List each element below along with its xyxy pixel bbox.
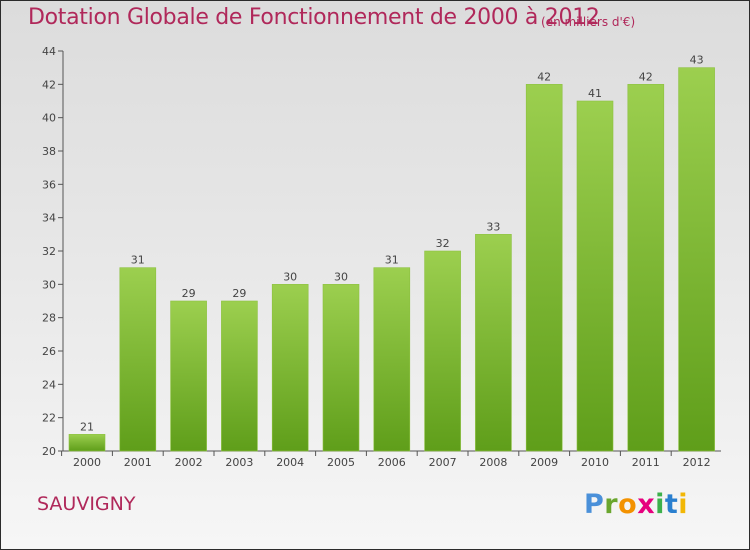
- bar: [424, 250, 461, 452]
- x-tick-label: 2012: [683, 456, 711, 469]
- x-tick-label: 2002: [175, 456, 203, 469]
- bar: [271, 284, 309, 452]
- bar: [576, 100, 614, 452]
- data-label: 31: [385, 254, 399, 267]
- proxiti-logo[interactable]: Proxiti: [584, 489, 689, 520]
- y-tick-label: 44: [42, 45, 56, 58]
- data-label: 29: [232, 287, 246, 300]
- data-label: 33: [486, 220, 500, 233]
- x-tick-label: 2007: [429, 456, 457, 469]
- bar: [627, 84, 665, 452]
- x-tick-label: 2011: [632, 456, 660, 469]
- data-label: 41: [588, 87, 602, 100]
- labels: 21 2000 31 2001 29 2002 29 2003 30 2004 30 2005 31 20…: [73, 54, 711, 469]
- y-tick-label: 36: [42, 178, 56, 191]
- data-label: 31: [131, 254, 145, 267]
- bar: [678, 67, 715, 452]
- bar: [373, 267, 411, 452]
- place-name: SAUVIGNY: [37, 493, 136, 515]
- bar: [119, 267, 157, 452]
- chart-subtitle: (en milliers d'€): [541, 15, 636, 29]
- y-tick-label: 38: [42, 145, 56, 158]
- x-tick-label: 2001: [124, 456, 152, 469]
- chart-title: Dotation Globale de Fonctionnement de 20…: [28, 5, 600, 30]
- data-label: 42: [639, 70, 653, 83]
- x-tick-label: 2009: [530, 456, 558, 469]
- bars: [68, 67, 715, 452]
- bar: [221, 300, 258, 452]
- x-tick-label: 2003: [225, 456, 253, 469]
- y-tick-label: 22: [42, 412, 56, 425]
- axes: 20 22 24 26 28 30 32 34 36 38 40 42 44: [42, 45, 721, 458]
- data-label: 32: [436, 237, 450, 250]
- y-tick-label: 34: [42, 212, 56, 225]
- x-tick-label: 2008: [479, 456, 507, 469]
- bar: [525, 84, 563, 452]
- y-tick-label: 26: [42, 345, 56, 358]
- y-tick-label: 42: [42, 78, 56, 91]
- x-tick-label: 2010: [581, 456, 609, 469]
- y-tick-label: 40: [42, 112, 56, 125]
- y-tick-label: 24: [42, 378, 56, 391]
- x-tick-label: 2000: [73, 456, 101, 469]
- data-label: 42: [537, 70, 551, 83]
- data-label: 30: [283, 270, 297, 283]
- data-label: 30: [334, 270, 348, 283]
- bar: [170, 300, 207, 452]
- y-tick-label: 28: [42, 312, 56, 325]
- data-label: 29: [182, 287, 196, 300]
- bar: [68, 434, 106, 452]
- x-tick-label: 2004: [276, 456, 304, 469]
- y-tick-label: 32: [42, 245, 56, 258]
- x-tick-label: 2006: [378, 456, 406, 469]
- y-tick-label: 30: [42, 278, 56, 291]
- bar: [475, 234, 512, 452]
- data-label: 21: [80, 420, 94, 433]
- data-label: 43: [690, 54, 704, 67]
- bar: [322, 284, 360, 452]
- x-tick-label: 2005: [327, 456, 355, 469]
- y-tick-label: 20: [42, 445, 56, 458]
